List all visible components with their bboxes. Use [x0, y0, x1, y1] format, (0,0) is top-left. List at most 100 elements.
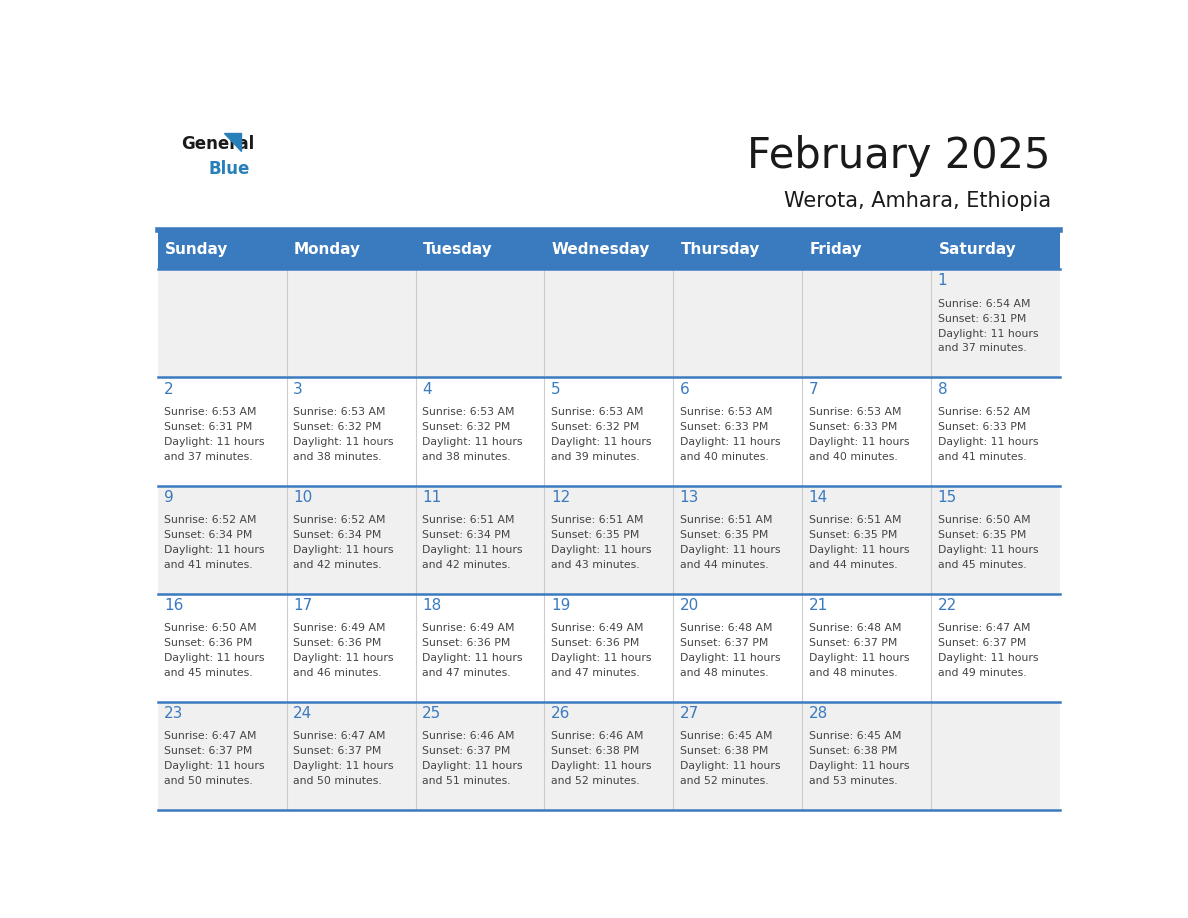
Bar	[158, 230, 286, 269]
Text: and 44 minutes.: and 44 minutes.	[809, 560, 897, 570]
Text: Sunrise: 6:53 AM: Sunrise: 6:53 AM	[422, 407, 514, 417]
Text: 23: 23	[164, 706, 183, 721]
Text: Sunset: 6:35 PM: Sunset: 6:35 PM	[551, 530, 639, 540]
Text: 13: 13	[680, 489, 699, 505]
Bar	[674, 230, 802, 269]
Text: Tuesday: Tuesday	[423, 242, 493, 257]
Text: Daylight: 11 hours: Daylight: 11 hours	[809, 761, 909, 771]
Text: Sunset: 6:36 PM: Sunset: 6:36 PM	[422, 638, 511, 648]
Text: Sunset: 6:37 PM: Sunset: 6:37 PM	[164, 746, 253, 756]
Text: and 50 minutes.: and 50 minutes.	[293, 776, 381, 786]
Text: 18: 18	[422, 598, 441, 613]
Text: Sunset: 6:35 PM: Sunset: 6:35 PM	[680, 530, 769, 540]
Text: 20: 20	[680, 598, 699, 613]
Text: Sunset: 6:37 PM: Sunset: 6:37 PM	[422, 746, 511, 756]
Text: Daylight: 11 hours: Daylight: 11 hours	[422, 545, 523, 554]
Text: Sunset: 6:36 PM: Sunset: 6:36 PM	[164, 638, 253, 648]
Text: Daylight: 11 hours: Daylight: 11 hours	[293, 545, 393, 554]
Text: and 37 minutes.: and 37 minutes.	[164, 452, 253, 462]
Text: Sunset: 6:31 PM: Sunset: 6:31 PM	[164, 422, 253, 431]
Text: and 38 minutes.: and 38 minutes.	[422, 452, 511, 462]
Text: Sunset: 6:35 PM: Sunset: 6:35 PM	[937, 530, 1026, 540]
Text: 9: 9	[164, 489, 173, 505]
Text: and 42 minutes.: and 42 minutes.	[422, 560, 511, 570]
Text: and 39 minutes.: and 39 minutes.	[551, 452, 639, 462]
Text: and 53 minutes.: and 53 minutes.	[809, 776, 897, 786]
Text: Monday: Monday	[293, 242, 361, 257]
Text: Daylight: 11 hours: Daylight: 11 hours	[809, 653, 909, 663]
Text: 15: 15	[937, 489, 956, 505]
Text: Sunrise: 6:45 AM: Sunrise: 6:45 AM	[680, 732, 772, 742]
Text: and 50 minutes.: and 50 minutes.	[164, 776, 253, 786]
Text: Friday: Friday	[809, 242, 862, 257]
Text: Sunset: 6:34 PM: Sunset: 6:34 PM	[164, 530, 253, 540]
Bar	[931, 230, 1060, 269]
Text: and 42 minutes.: and 42 minutes.	[293, 560, 381, 570]
Text: Sunset: 6:34 PM: Sunset: 6:34 PM	[293, 530, 381, 540]
Bar	[544, 230, 674, 269]
Text: Sunset: 6:32 PM: Sunset: 6:32 PM	[422, 422, 511, 431]
Text: Sunset: 6:37 PM: Sunset: 6:37 PM	[809, 638, 897, 648]
Text: Daylight: 11 hours: Daylight: 11 hours	[164, 545, 265, 554]
Text: 21: 21	[809, 598, 828, 613]
Text: 14: 14	[809, 489, 828, 505]
Text: Sunset: 6:33 PM: Sunset: 6:33 PM	[680, 422, 769, 431]
Text: Daylight: 11 hours: Daylight: 11 hours	[551, 545, 651, 554]
Text: 6: 6	[680, 382, 689, 397]
Text: 2: 2	[164, 382, 173, 397]
Bar	[802, 230, 931, 269]
Bar	[158, 269, 1060, 377]
Text: Daylight: 11 hours: Daylight: 11 hours	[551, 761, 651, 771]
Text: Sunrise: 6:52 AM: Sunrise: 6:52 AM	[164, 515, 257, 525]
Text: and 48 minutes.: and 48 minutes.	[680, 668, 769, 677]
Text: and 46 minutes.: and 46 minutes.	[293, 668, 381, 677]
Text: Sunrise: 6:46 AM: Sunrise: 6:46 AM	[551, 732, 644, 742]
Text: Daylight: 11 hours: Daylight: 11 hours	[809, 437, 909, 447]
Text: Sunset: 6:37 PM: Sunset: 6:37 PM	[937, 638, 1026, 648]
Text: 1: 1	[937, 274, 947, 288]
Text: Sunset: 6:33 PM: Sunset: 6:33 PM	[937, 422, 1026, 431]
Text: and 38 minutes.: and 38 minutes.	[293, 452, 381, 462]
Text: Sunrise: 6:53 AM: Sunrise: 6:53 AM	[680, 407, 772, 417]
Text: Daylight: 11 hours: Daylight: 11 hours	[680, 761, 781, 771]
Text: Sunrise: 6:53 AM: Sunrise: 6:53 AM	[809, 407, 902, 417]
Text: 22: 22	[937, 598, 956, 613]
Text: and 41 minutes.: and 41 minutes.	[164, 560, 253, 570]
Text: 11: 11	[422, 489, 441, 505]
Text: and 40 minutes.: and 40 minutes.	[680, 452, 769, 462]
Text: and 45 minutes.: and 45 minutes.	[164, 668, 253, 677]
Text: Sunrise: 6:53 AM: Sunrise: 6:53 AM	[293, 407, 386, 417]
Text: 16: 16	[164, 598, 183, 613]
Text: Daylight: 11 hours: Daylight: 11 hours	[293, 653, 393, 663]
Text: and 47 minutes.: and 47 minutes.	[551, 668, 639, 677]
Text: Daylight: 11 hours: Daylight: 11 hours	[937, 437, 1038, 447]
Text: Sunset: 6:38 PM: Sunset: 6:38 PM	[551, 746, 639, 756]
Text: Sunrise: 6:45 AM: Sunrise: 6:45 AM	[809, 732, 902, 742]
Text: Sunrise: 6:53 AM: Sunrise: 6:53 AM	[164, 407, 257, 417]
Text: and 44 minutes.: and 44 minutes.	[680, 560, 769, 570]
Text: Sunrise: 6:49 AM: Sunrise: 6:49 AM	[422, 623, 514, 633]
Text: and 49 minutes.: and 49 minutes.	[937, 668, 1026, 677]
Text: Daylight: 11 hours: Daylight: 11 hours	[809, 545, 909, 554]
Text: Sunrise: 6:49 AM: Sunrise: 6:49 AM	[551, 623, 644, 633]
Bar	[158, 486, 1060, 594]
Text: Daylight: 11 hours: Daylight: 11 hours	[937, 653, 1038, 663]
Text: Daylight: 11 hours: Daylight: 11 hours	[164, 761, 265, 771]
Text: Sunrise: 6:50 AM: Sunrise: 6:50 AM	[937, 515, 1030, 525]
Text: Sunrise: 6:48 AM: Sunrise: 6:48 AM	[680, 623, 772, 633]
Text: and 37 minutes.: and 37 minutes.	[937, 343, 1026, 353]
Text: Sunset: 6:37 PM: Sunset: 6:37 PM	[680, 638, 769, 648]
Text: Daylight: 11 hours: Daylight: 11 hours	[551, 653, 651, 663]
Text: Sunrise: 6:51 AM: Sunrise: 6:51 AM	[422, 515, 514, 525]
Text: Sunset: 6:38 PM: Sunset: 6:38 PM	[680, 746, 769, 756]
Text: and 51 minutes.: and 51 minutes.	[422, 776, 511, 786]
Text: Sunrise: 6:54 AM: Sunrise: 6:54 AM	[937, 299, 1030, 308]
Bar	[158, 701, 1060, 810]
Text: 26: 26	[551, 706, 570, 721]
Text: 28: 28	[809, 706, 828, 721]
Text: Sunrise: 6:48 AM: Sunrise: 6:48 AM	[809, 623, 902, 633]
Text: Werota, Amhara, Ethiopia: Werota, Amhara, Ethiopia	[784, 192, 1051, 211]
Text: 17: 17	[293, 598, 312, 613]
Text: and 41 minutes.: and 41 minutes.	[937, 452, 1026, 462]
Text: Sunrise: 6:47 AM: Sunrise: 6:47 AM	[293, 732, 386, 742]
